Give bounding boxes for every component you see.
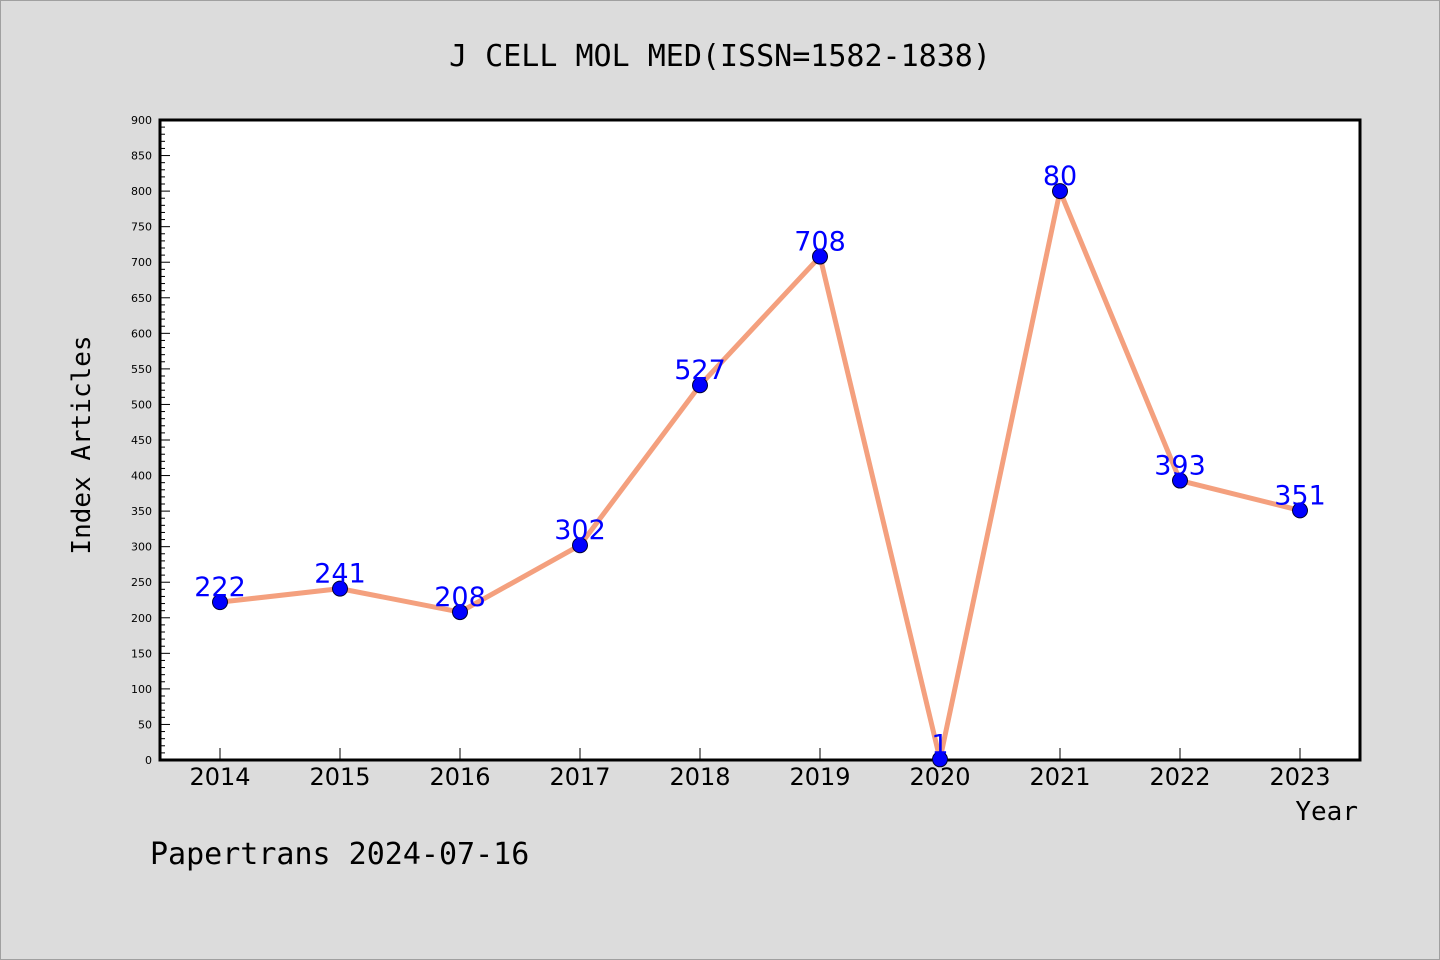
chart-title: J CELL MOL MED(ISSN=1582-1838): [449, 39, 991, 74]
data-label: 302: [554, 515, 606, 546]
y-tick-label: 50: [138, 718, 152, 731]
data-point: [212, 594, 228, 611]
y-tick-label: 850: [131, 150, 152, 163]
y-tick-label: 400: [131, 470, 152, 483]
y-tick-label: 200: [131, 612, 152, 625]
y-tick-label: 600: [131, 327, 152, 340]
y-tick-label: 750: [131, 221, 152, 234]
data-label: 80: [1043, 161, 1077, 192]
y-tick-label: 150: [131, 647, 152, 660]
y-axis-ticks: 0 50 100 150 200 250 300 350 400 450 500 550 600 650 7…: [131, 114, 170, 767]
data-point: [572, 537, 588, 554]
data-point: [932, 751, 948, 768]
series-group: 222 241 208 302 527 708 1 80 393 351: [194, 161, 1326, 768]
y-tick-label: 0: [145, 754, 152, 767]
x-tick-label: 2017: [549, 763, 610, 791]
x-tick-label: 2016: [429, 763, 490, 791]
data-point: [1052, 183, 1068, 200]
data-label: 208: [434, 582, 486, 613]
y-tick-label: 500: [131, 398, 152, 411]
x-tick-label: 2021: [1029, 763, 1090, 791]
y-tick-label: 550: [131, 363, 152, 376]
data-point: [692, 377, 708, 394]
x-axis-label: Year: [1295, 797, 1358, 827]
y-tick-label: 250: [131, 576, 152, 589]
footer-text: Papertrans 2024-07-16: [150, 837, 529, 872]
y-tick-label: 300: [131, 541, 152, 554]
x-tick-label: 2015: [309, 763, 370, 791]
data-label: 351: [1274, 480, 1326, 511]
series-line: [219, 188, 1301, 762]
y-tick-label: 900: [131, 114, 152, 127]
plot-area: [158, 118, 1362, 762]
data-point: [452, 604, 468, 621]
y-tick-label: 350: [131, 505, 152, 518]
x-axis-ticks: 2014 2015 2016 2017 2018 2019 2020 2021 2022 2023: [189, 748, 1331, 791]
y-tick-label: 100: [131, 683, 152, 696]
data-point: [812, 248, 828, 265]
x-tick-label: 2022: [1149, 763, 1210, 791]
data-label: 708: [794, 227, 846, 258]
y-tick-label: 800: [131, 185, 152, 198]
y-axis-label: Index Articles: [67, 335, 97, 554]
data-label: 1: [931, 729, 948, 760]
y-tick-label: 650: [131, 292, 152, 305]
y-tick-label: 700: [131, 256, 152, 269]
x-tick-label: 2020: [909, 763, 970, 791]
data-point: [1172, 472, 1188, 489]
data-label: 393: [1154, 451, 1206, 482]
data-label: 222: [194, 572, 246, 603]
data-point: [332, 580, 348, 597]
data-point: [1292, 502, 1308, 519]
x-tick-label: 2018: [669, 763, 730, 791]
data-label: 241: [314, 559, 366, 590]
y-tick-label: 450: [131, 434, 152, 447]
x-tick-label: 2014: [189, 763, 250, 791]
data-label: 527: [674, 355, 726, 386]
x-tick-label: 2019: [789, 763, 850, 791]
x-tick-label: 2023: [1269, 763, 1330, 791]
